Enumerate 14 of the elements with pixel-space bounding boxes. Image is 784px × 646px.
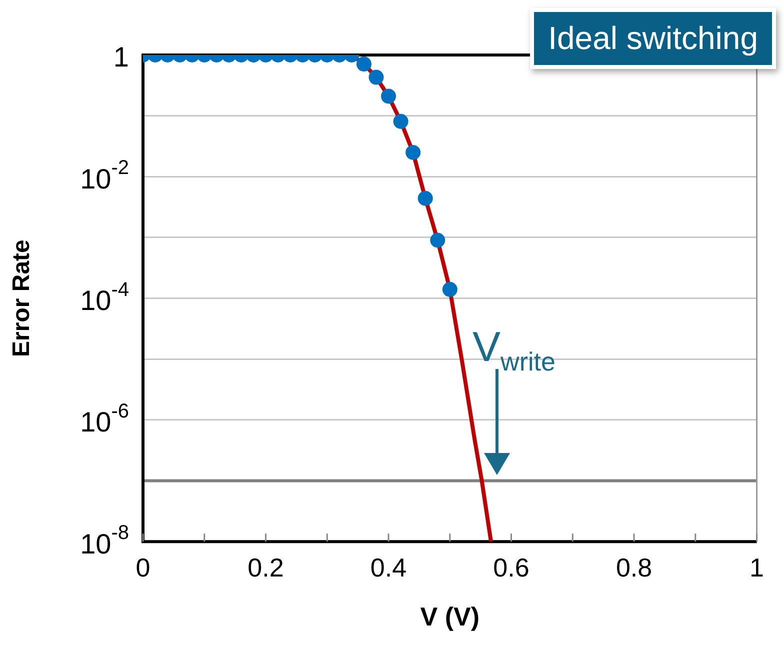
- x-tick-label: 0.8: [616, 552, 652, 582]
- x-axis-title: V (V): [420, 602, 480, 632]
- x-tick-label: 1: [750, 552, 764, 582]
- x-tick-label: 0.4: [370, 552, 407, 582]
- annotation: V$_{write}$: [472, 322, 556, 376]
- y-tick-label: 1: [113, 42, 130, 73]
- x-tick-label: 0.2: [248, 552, 284, 582]
- point: [418, 190, 433, 206]
- x-tick-label: 0: [136, 552, 150, 582]
- x-tick-label: 0.6: [493, 552, 530, 582]
- point: [430, 232, 446, 248]
- point: [442, 282, 458, 297]
- annotation: Ideal switching: [530, 8, 776, 69]
- y-axis-title: Error Rate: [8, 240, 36, 357]
